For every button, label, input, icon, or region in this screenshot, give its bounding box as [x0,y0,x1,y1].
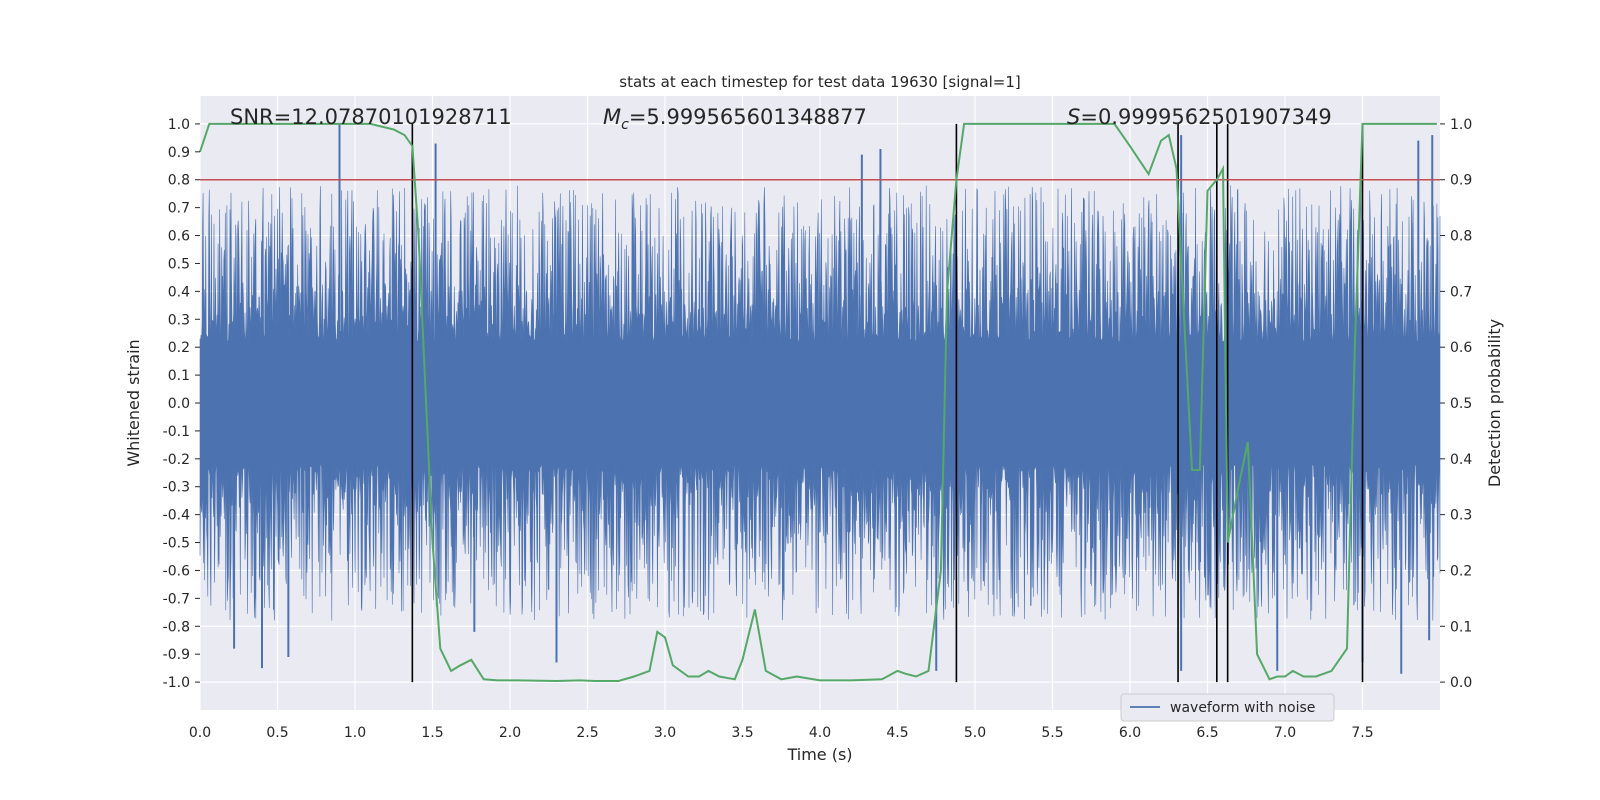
x-tick-label: 1.0 [344,725,366,741]
y-tick-label: -0.7 [163,591,190,607]
y2-tick-label: 0.5 [1450,396,1472,412]
x-tick-label: 4.0 [809,725,831,741]
y-tick-label: 0.9 [168,145,190,161]
s-annotation: S=0.9999562501907349 [1067,105,1332,129]
s-symbol: S [1067,105,1080,129]
x-tick-label: 5.0 [964,725,986,741]
legend-box [1120,693,1335,722]
y2-tick-label: 0.8 [1450,229,1472,245]
legend: waveform with noise [1120,693,1335,722]
y2-tick-label: 0.6 [1450,340,1472,356]
x-tick-label: 0.5 [266,725,288,741]
y-axis-label: Whitened strain [124,339,143,466]
y-axis-ticks: -1.0 -0.9 -0.8 -0.7 -0.6 -0.5 -0.4 -0.3 -0.2 -0.1… [163,117,200,691]
y-tick-label: -0.4 [163,508,190,524]
y-tick-label: -0.5 [163,536,190,552]
x-tick-label: 7.0 [1274,725,1296,741]
x-tick-label: 1.5 [421,725,443,741]
y2-tick-label: 0.0 [1450,675,1472,691]
y-tick-label: 0.4 [168,284,190,300]
y2-tick-label: 0.7 [1450,284,1472,300]
y2-axis-ticks: 0.0 0.1 0.2 0.3 0.4 0.5 0.6 0.7 0.8 0.9 1.0 [1440,117,1472,691]
x-tick-label: 7.5 [1351,725,1373,741]
y2-tick-label: 0.3 [1450,508,1472,524]
y2-tick-label: 0.1 [1450,619,1472,635]
x-tick-label: 2.5 [576,725,598,741]
y-tick-label: 0.0 [168,396,190,412]
y-tick-label: -0.8 [163,619,190,635]
snr-annotation: SNR=12.07870101928711 [230,105,512,129]
probability-series [199,122,1437,683]
y-tick-label: 0.1 [168,368,190,384]
mc-annotation: Mc=5.999565601348877 [603,105,867,133]
y-tick-label: 0.5 [168,256,190,272]
y-tick-label: 0.3 [168,312,190,328]
mc-symbol: M [603,105,621,129]
y-tick-label: -0.1 [163,424,190,440]
y2-tick-label: 0.4 [1450,452,1472,468]
y-tick-label: -0.6 [163,563,190,579]
y-tick-label: 0.2 [168,340,190,356]
chart-title: stats at each timestep for test data 196… [619,73,1020,91]
x-tick-label: 2.0 [499,725,521,741]
probability-line [199,122,1437,683]
x-tick-label: 3.5 [731,725,753,741]
y-tick-label: -1.0 [163,675,190,691]
x-tick-label: 6.0 [1119,725,1141,741]
mc-subscript: c [621,117,629,133]
y-tick-label: 0.8 [168,173,190,189]
y2-axis-label: Detection probability [1485,319,1504,487]
mc-value: =5.999565601348877 [629,105,867,129]
y2-tick-label: 1.0 [1450,117,1472,133]
x-tick-label: 4.5 [886,725,908,741]
legend-label: waveform with noise [1170,700,1315,716]
y-tick-label: 0.6 [168,229,190,245]
y-tick-label: -0.9 [163,647,190,663]
x-tick-label: 5.5 [1041,725,1063,741]
x-axis-ticks: 0.0 0.5 1.0 1.5 2.0 2.5 3.0 3.5 4.0 4.5 5.0 5.5 6.0 6… [189,725,1374,741]
x-tick-label: 3.0 [654,725,676,741]
y-tick-label: 1.0 [168,117,190,133]
y-tick-label: -0.3 [163,480,190,496]
s-value: =0.9999562501907349 [1080,105,1331,129]
x-tick-label: 0.0 [189,725,211,741]
y2-tick-label: 0.9 [1450,173,1472,189]
y-tick-label: 0.7 [168,201,190,217]
y-tick-label: -0.2 [163,452,190,468]
waveform-line [199,185,1441,621]
x-tick-label: 6.5 [1196,725,1218,741]
x-axis-label: Time (s) [786,745,852,764]
y2-tick-label: 0.2 [1450,563,1472,579]
